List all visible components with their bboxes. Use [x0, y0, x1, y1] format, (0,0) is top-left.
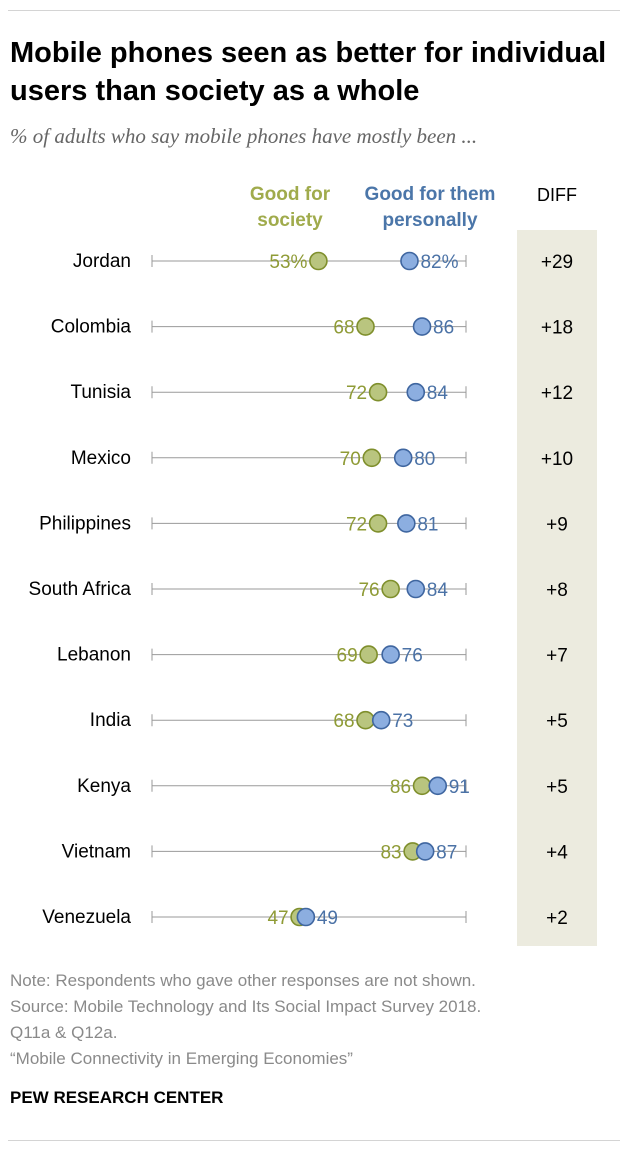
personal-dot	[400, 251, 419, 271]
society-value-label: 86	[390, 777, 411, 798]
personal-value-label: 80	[414, 449, 435, 470]
society-value-label: 72	[346, 383, 367, 404]
society-value-label: 53%	[269, 252, 307, 273]
diff-value: +5	[546, 711, 568, 732]
diff-value: +2	[546, 908, 568, 929]
diff-value: +18	[541, 318, 573, 339]
diff-column-header: DIFF	[537, 185, 577, 205]
society-value-label: 70	[340, 449, 361, 470]
society-dot	[309, 251, 328, 271]
society-value-label: 83	[380, 842, 401, 863]
society-value-label: 68	[333, 711, 354, 732]
top-rule	[8, 10, 620, 11]
country-label: Venezuela	[42, 907, 131, 928]
personal-value-label: 86	[433, 318, 454, 339]
personal-value-label: 49	[317, 908, 338, 929]
society-dot	[362, 448, 382, 468]
country-label: India	[90, 710, 132, 731]
dot-plot: Jordan 53% 82% +29 Colombia 68 86 +18 Tunisia 72 8…	[29, 251, 574, 929]
source-line: Source: Mobile Technology and Its Social…	[10, 997, 482, 1016]
society-dot	[368, 514, 388, 533]
personal-dot	[381, 645, 400, 664]
personal-value-label: 91	[449, 777, 470, 798]
personal-value-label: 76	[402, 646, 423, 667]
chart-subtitle: % of adults who say mobile phones have m…	[10, 124, 478, 148]
society-dot	[381, 579, 400, 599]
personal-dot	[406, 382, 426, 402]
diff-value: +12	[541, 383, 573, 404]
society-dot	[359, 645, 378, 664]
society-dot	[356, 317, 375, 336]
diff-value: +9	[546, 514, 568, 535]
country-label: Lebanon	[57, 645, 131, 666]
personal-dot	[397, 514, 416, 533]
country-label: South Africa	[29, 579, 132, 600]
legend-personal-line-2: personally	[382, 210, 478, 231]
personal-value-label: 81	[417, 514, 438, 535]
country-label: Philippines	[39, 513, 131, 534]
personal-value-label: 84	[427, 580, 449, 601]
source-questions-line: Q11a & Q12a.	[10, 1023, 118, 1042]
notes: Note: Respondents who gave other respons…	[10, 968, 610, 1072]
personal-dot	[406, 579, 426, 599]
personal-value-label: 73	[392, 711, 413, 732]
society-value-label: 76	[358, 580, 379, 601]
society-value-label: 69	[337, 646, 358, 667]
legend-personal: Good for them personally	[350, 182, 510, 234]
personal-value-label: 87	[436, 842, 457, 863]
country-label: Jordan	[73, 251, 131, 272]
personal-dot	[428, 776, 448, 796]
personal-dot	[412, 317, 432, 336]
personal-dot	[296, 907, 316, 927]
diff-value: +7	[546, 646, 568, 667]
legend-society: Good for society	[225, 182, 355, 234]
diff-value: +5	[546, 777, 568, 798]
note-line: Note: Respondents who gave other respons…	[10, 971, 476, 990]
personal-dot	[393, 448, 413, 468]
legend-society-line-1: Good for	[249, 184, 331, 205]
country-label: Colombia	[51, 317, 132, 338]
country-label: Kenya	[77, 776, 131, 797]
society-value-label: 72	[346, 514, 367, 535]
legend-personal-line-1: Good for them	[364, 184, 496, 205]
personal-value-label: 82%	[420, 252, 458, 273]
country-label: Mexico	[71, 448, 131, 469]
chart-title: Mobile phones seen as better for individ…	[10, 37, 607, 107]
diff-value: +10	[541, 449, 573, 470]
country-label: Tunisia	[70, 382, 131, 403]
legend-society-line-2: society	[257, 210, 323, 231]
society-value-label: 68	[333, 318, 354, 339]
society-value-label: 47	[267, 908, 288, 929]
diff-column-band	[517, 230, 597, 946]
brand-logo-text: PEW RESEARCH CENTER	[10, 1088, 224, 1107]
diff-value: +8	[546, 580, 568, 601]
report-title-line: “Mobile Connectivity in Emerging Economi…	[10, 1049, 353, 1068]
bottom-rule	[8, 1140, 620, 1141]
society-dot	[368, 382, 388, 402]
country-label: Vietnam	[62, 841, 131, 862]
society-dot	[356, 710, 375, 730]
personal-dot	[371, 710, 391, 730]
society-dot	[412, 776, 432, 796]
personal-dot	[415, 842, 435, 861]
diff-value: +29	[541, 252, 573, 273]
personal-value-label: 84	[427, 383, 449, 404]
diff-value: +4	[546, 842, 568, 863]
